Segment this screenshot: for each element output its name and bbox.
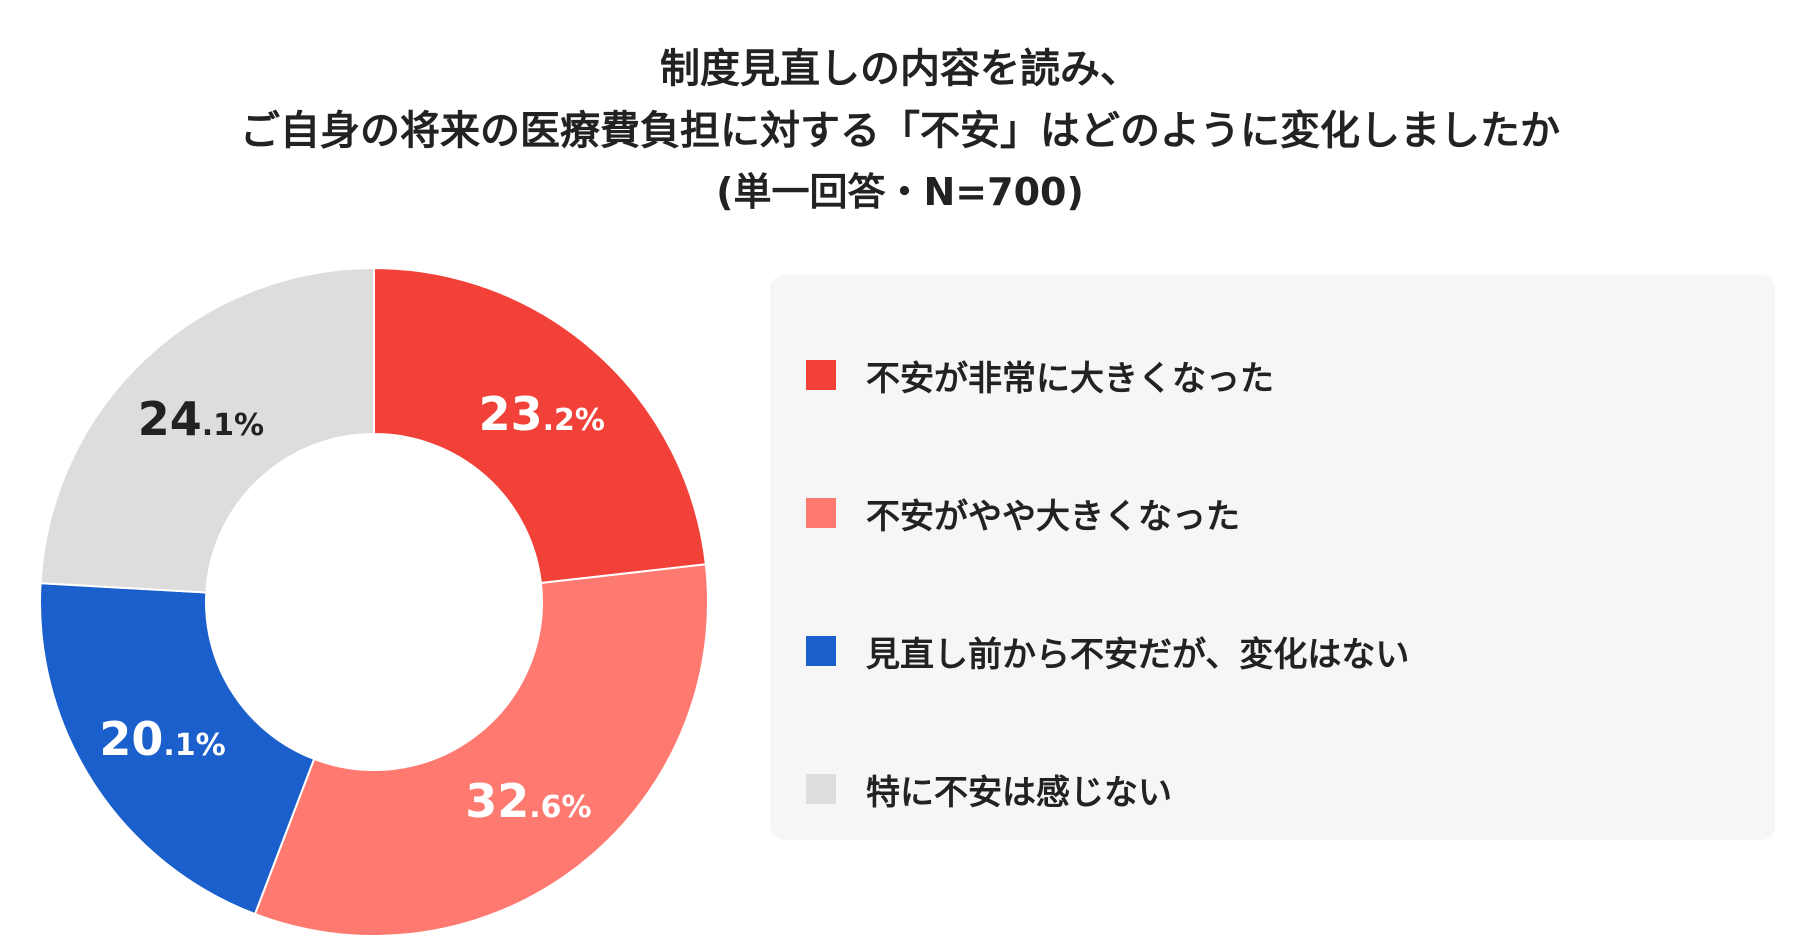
- legend-label-somewhat-anxious: 不安がやや大きくなった: [866, 496, 1240, 537]
- legend-item-somewhat-anxious: 不安がやや大きくなった: [806, 493, 1240, 537]
- legend-label-very-anxious: 不安が非常に大きくなった: [866, 358, 1274, 399]
- chart-title-line-1: 制度見直しの内容を読み、: [660, 46, 1140, 92]
- data-label-very-anxious: 23.2%: [479, 387, 605, 441]
- donut-slice-somewhat-anxious: [253, 563, 709, 937]
- data-label-not-anxious: 24.1%: [138, 392, 264, 446]
- donut-chart: 23.2% 32.6% 20.1% 24.1%: [39, 266, 709, 937]
- legend-swatch-no-change: [806, 636, 836, 666]
- donut-slice-not-anxious: [39, 266, 375, 594]
- data-label-no-change: 20.1%: [99, 712, 225, 766]
- chart-title-line-2: ご自身の将来の医療費負担に対する「不安」はどのように変化しましたか: [240, 108, 1560, 154]
- chart-title: 制度見直しの内容を読み、 ご自身の将来の医療費負担に対する「不安」はどのように変…: [0, 38, 1800, 222]
- legend-item-not-anxious: 特に不安は感じない: [806, 769, 1172, 813]
- legend-item-no-change: 見直し前から不安だが、変化はない: [806, 631, 1409, 675]
- legend-item-very-anxious: 不安が非常に大きくなった: [806, 355, 1274, 399]
- legend: 不安が非常に大きくなった 不安がやや大きくなった 見直し前から不安だが、変化はな…: [770, 275, 1775, 840]
- legend-label-not-anxious: 特に不安は感じない: [866, 772, 1172, 813]
- chart-subtitle: (単一回答・N=700): [716, 170, 1084, 214]
- legend-label-no-change: 見直し前から不安だが、変化はない: [866, 634, 1410, 675]
- data-label-somewhat-anxious: 32.6%: [465, 774, 591, 828]
- legend-swatch-somewhat-anxious: [806, 498, 836, 528]
- donut-slice-very-anxious: [373, 266, 707, 585]
- donut-slice-no-change: [39, 582, 316, 916]
- legend-swatch-very-anxious: [806, 360, 836, 390]
- legend-swatch-not-anxious: [806, 774, 836, 804]
